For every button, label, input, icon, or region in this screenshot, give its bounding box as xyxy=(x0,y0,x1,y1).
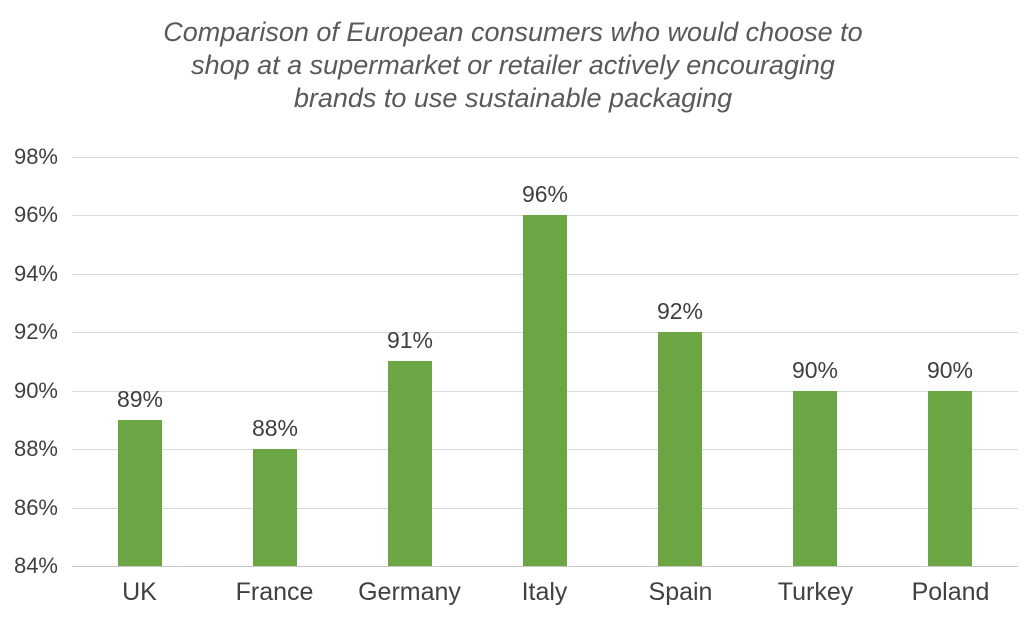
bar-value-label: 96% xyxy=(521,181,569,207)
bar-poland xyxy=(928,391,972,566)
chart-title-line: brands to use sustainable packaging xyxy=(293,83,733,113)
x-axis-category-label: France xyxy=(235,578,314,606)
bar-spain xyxy=(658,332,702,566)
y-axis-tick-label: 92% xyxy=(13,319,58,344)
bar-uk xyxy=(118,420,162,566)
plot-area: 89% 88% 91% 96% 92% 90% 90% xyxy=(72,157,1018,567)
bar-turkey xyxy=(793,391,837,566)
y-axis-tick-label: 90% xyxy=(13,378,58,403)
bar-value-label: 90% xyxy=(791,357,839,383)
chart-title-line: shop at a supermarket or retailer active… xyxy=(191,50,835,80)
bar-value-label: 90% xyxy=(926,357,974,383)
y-axis-tick-label: 88% xyxy=(13,436,58,461)
y-axis-tick-label: 96% xyxy=(13,202,58,227)
x-axis-category-label: Italy xyxy=(521,578,568,606)
gridline xyxy=(72,157,1018,158)
bar-value-label: 92% xyxy=(656,298,704,324)
bar-italy xyxy=(523,215,567,566)
x-axis-category-label: Poland xyxy=(911,578,990,606)
y-axis-tick-label: 86% xyxy=(13,495,58,520)
y-axis-tick-label: 94% xyxy=(13,261,58,286)
x-axis-category-label: Turkey xyxy=(777,578,854,606)
bar-value-label: 88% xyxy=(251,415,299,441)
bar-france xyxy=(253,449,297,566)
bar-germany xyxy=(388,361,432,566)
chart-title: Comparison of European consumers who wou… xyxy=(0,16,1026,115)
x-axis-line xyxy=(72,566,1018,567)
y-axis-tick-label: 98% xyxy=(13,144,58,169)
bar-value-label: 89% xyxy=(116,386,164,412)
chart-title-line: Comparison of European consumers who wou… xyxy=(163,17,863,47)
x-axis-category-label: UK xyxy=(122,578,157,606)
x-axis-category-label: Spain xyxy=(648,578,713,606)
x-axis-category-label: Germany xyxy=(358,578,461,606)
y-axis-tick-label: 84% xyxy=(13,553,58,578)
bar-value-label: 91% xyxy=(386,327,434,353)
